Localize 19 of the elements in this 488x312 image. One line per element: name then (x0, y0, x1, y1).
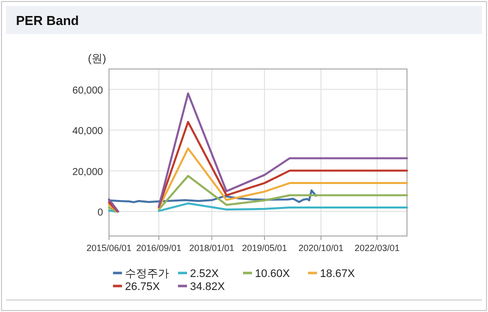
y-tick-label: 20,000 (72, 166, 104, 178)
x-tick-label: 2016/09/01 (136, 243, 182, 253)
chart-title: PER Band (16, 13, 79, 28)
x-tick-label: 2018/01/01 (189, 243, 234, 253)
y-tick-label: 0 (97, 208, 104, 219)
line-series (108, 189, 317, 204)
legend-label: 18.67X (320, 268, 356, 280)
y-tick-label: 60,000 (72, 85, 104, 96)
y-tick-label: 40,000 (72, 126, 104, 138)
x-tick-label: 2020/10/01 (298, 243, 344, 253)
x-tick-label: 2019/05/01 (242, 243, 288, 253)
y-axis-title: (원) (88, 53, 106, 65)
legend-label: 수정주가 (125, 268, 169, 280)
legend-label: 2.52X (190, 268, 220, 280)
x-tick-label: 2022/03/01 (354, 243, 400, 253)
legend-label: 10.60X (255, 268, 291, 280)
legend-label: 26.75X (125, 281, 161, 293)
x-tick-label: 2015/06/01 (86, 243, 132, 253)
legend-label: 34.82X (190, 281, 226, 293)
